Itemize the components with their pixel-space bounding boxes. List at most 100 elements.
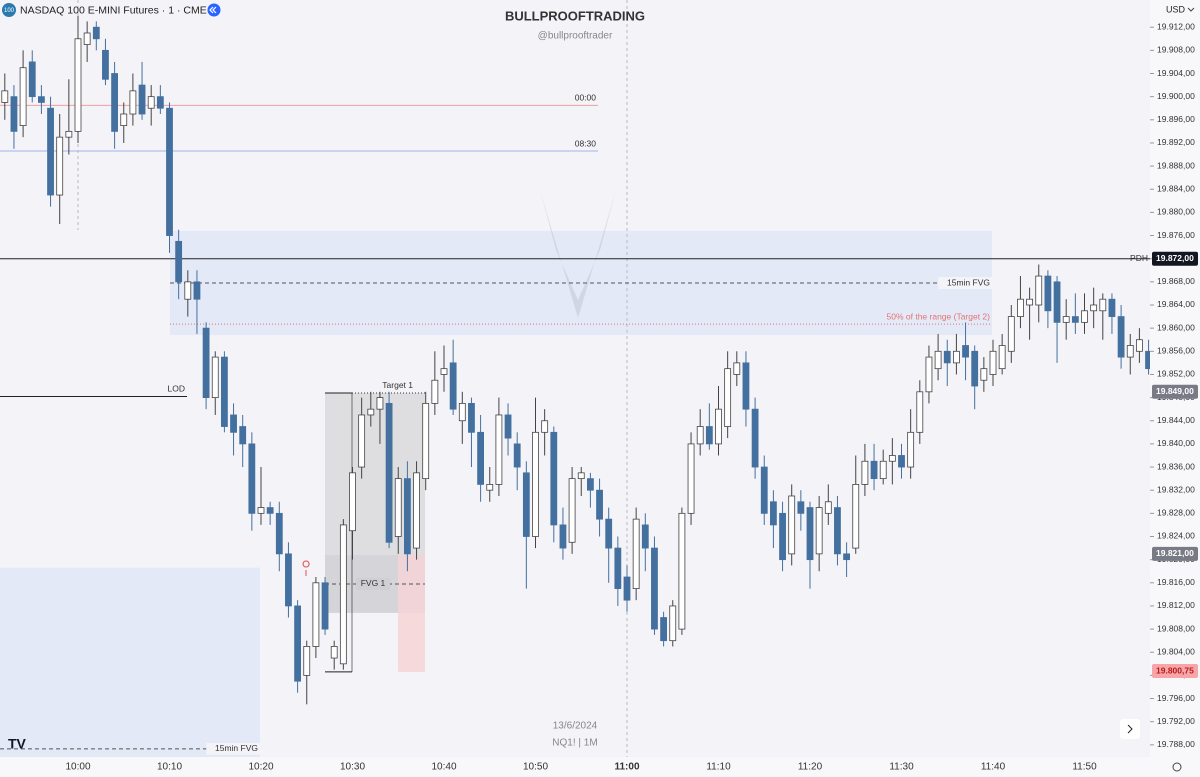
candle-body (376, 397, 384, 410)
y-tick-label: 19.856,00 (1157, 346, 1195, 356)
price-marker-label: 19.872,00 (1156, 253, 1194, 263)
level-label: 15min FVG (215, 743, 258, 753)
candle-body (962, 345, 969, 358)
y-tick-label: 19.864,00 (1157, 299, 1195, 309)
price-marker-label: 19.849,00 (1156, 386, 1194, 396)
candle-body (74, 38, 82, 132)
candle-body (394, 478, 402, 537)
x-tick-label: 10:10 (157, 762, 182, 773)
x-tick-label: 10:00 (65, 762, 90, 773)
candle-body (403, 478, 411, 555)
candle-body (303, 646, 311, 676)
level-label: PDH (1130, 253, 1148, 263)
level-label: 08:30 (575, 138, 597, 148)
candle-body (687, 443, 695, 514)
candle-body (788, 495, 796, 555)
y-tick-label: 19.896,00 (1157, 114, 1195, 124)
level-label: Target 1 (382, 380, 413, 390)
candle-body (1081, 310, 1088, 323)
candle-body (294, 605, 302, 682)
candle-body (28, 61, 36, 98)
tv-logo: TV (8, 736, 27, 752)
candle-body (321, 582, 329, 630)
level-label: FVG 1 (361, 578, 386, 588)
currency: USD (1166, 4, 1186, 14)
level-label-background (206, 742, 261, 755)
candle-body (239, 426, 247, 445)
candle-body (1007, 316, 1015, 352)
candle-body (861, 460, 869, 485)
candle-body (705, 426, 713, 445)
candle-body (742, 362, 750, 410)
level-label-background (938, 277, 993, 290)
settings-button[interactable] (1172, 762, 1182, 772)
y-tick-label: 19.892,00 (1157, 137, 1195, 147)
candle-body (1, 90, 9, 103)
scroll-button[interactable] (1120, 719, 1140, 739)
candle-body (477, 431, 485, 485)
y-tick-label: 19.812,00 (1157, 600, 1195, 610)
candle-body (129, 90, 137, 115)
y-tick-label: 19.884,00 (1157, 184, 1195, 194)
candle-body (879, 460, 887, 480)
candle-body (257, 507, 265, 514)
candle-body (248, 443, 256, 514)
candle-body (522, 472, 530, 537)
candle-body (230, 414, 237, 433)
candle-body (111, 73, 118, 132)
candle-body (330, 646, 338, 659)
candle-body (824, 501, 832, 514)
candle-body (577, 472, 585, 480)
candle-body (605, 518, 613, 549)
candle-body (92, 26, 100, 40)
candle-body (504, 414, 512, 439)
candle-body (458, 402, 466, 422)
level-label: LOD (168, 384, 185, 394)
candle-body (422, 402, 430, 480)
x-tick-label: 11:50 (1072, 762, 1097, 773)
candle-body (193, 281, 201, 300)
candle-body (385, 402, 393, 543)
candle-body (1126, 345, 1134, 358)
candle-body (449, 362, 457, 410)
y-tick-label: 19.796,00 (1157, 693, 1195, 703)
candle-body (367, 408, 375, 416)
scroll-icon (1127, 724, 1133, 734)
candle-body (83, 32, 91, 45)
collapse-button[interactable] (207, 3, 221, 17)
candle-body (815, 507, 823, 555)
price-marker (1152, 384, 1198, 399)
candle-body (211, 356, 219, 398)
candle-body (38, 96, 45, 103)
chart-title: NASDAQ 100 E-MINI Futures · 1 · CME (20, 4, 207, 16)
y-tick-label: 19.816,00 (1157, 577, 1195, 587)
x-tick-label: 10:40 (431, 762, 456, 773)
candle-body (614, 547, 622, 589)
level-label: 00:00 (575, 93, 597, 103)
candle-body (989, 350, 997, 375)
candle-body (1108, 298, 1116, 317)
candle-body (166, 107, 173, 236)
candle-body (980, 368, 988, 381)
y-tick-label: 19.804,00 (1157, 646, 1195, 656)
x-tick-label: 11:40 (981, 762, 1006, 773)
candle-body (202, 327, 210, 398)
candle-body (870, 460, 878, 480)
x-tick-label: 10:30 (340, 762, 365, 773)
candle-body (175, 240, 183, 283)
candle-body (1099, 298, 1107, 312)
candle-body (312, 582, 320, 647)
currency-dropdown[interactable] (1187, 7, 1195, 12)
candle-body (934, 350, 942, 370)
candle-body (1071, 316, 1079, 323)
candle-body (495, 414, 503, 485)
price-marker-label: 19.821,00 (1156, 548, 1194, 558)
collapse-icon (209, 6, 217, 14)
candle-body (413, 472, 420, 549)
candle-body (1145, 350, 1150, 370)
zone (398, 555, 425, 672)
candle-body (56, 136, 64, 196)
candle-body (1062, 316, 1070, 323)
level-label: 15min FVG (947, 277, 990, 287)
candle-body (156, 96, 164, 109)
